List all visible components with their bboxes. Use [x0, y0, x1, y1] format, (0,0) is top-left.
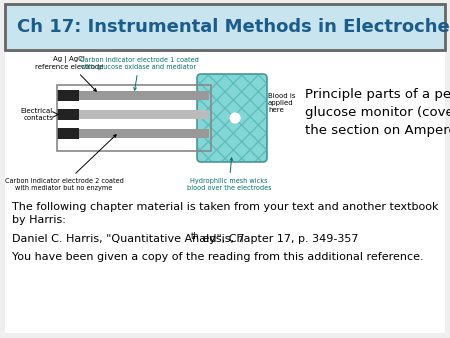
- Text: The following chapter material is taken from your text and another textbook: The following chapter material is taken …: [12, 202, 438, 212]
- Text: Blood is
applied
here: Blood is applied here: [268, 93, 296, 113]
- Bar: [5, 4, 445, 50]
- Bar: [79, 110, 209, 119]
- Text: Hydrophilic mesh wicks
blood over the electrodes: Hydrophilic mesh wicks blood over the el…: [187, 158, 271, 191]
- Bar: [79, 129, 209, 138]
- Text: Electrical
contacts: Electrical contacts: [21, 108, 53, 121]
- Text: th: th: [191, 232, 199, 241]
- Bar: [57, 90, 79, 101]
- Bar: [57, 109, 79, 120]
- Text: Daniel C. Harris, "Quantitative Analysis, 7: Daniel C. Harris, "Quantitative Analysis…: [12, 234, 245, 244]
- Text: Carbon indicator electrode 2 coated
with mediator but no enzyme: Carbon indicator electrode 2 coated with…: [4, 135, 123, 191]
- FancyBboxPatch shape: [197, 74, 267, 162]
- Bar: [5, 52, 445, 333]
- Text: Ch 17: Instrumental Methods in Electrochemistry: Ch 17: Instrumental Methods in Electroch…: [17, 18, 450, 36]
- Text: by Harris:: by Harris:: [12, 215, 66, 225]
- Text: Ag | AgCl
reference electrode: Ag | AgCl reference electrode: [35, 56, 103, 91]
- Bar: [57, 128, 79, 139]
- Text: ed", Chapter 17, p. 349-357: ed", Chapter 17, p. 349-357: [199, 234, 358, 244]
- Bar: [57, 85, 211, 151]
- Circle shape: [230, 113, 240, 123]
- Text: You have been given a copy of the reading from this additional reference.: You have been given a copy of the readin…: [12, 252, 423, 262]
- Bar: [79, 91, 209, 100]
- Text: Principle parts of a personal
glucose monitor (covered in
the section on Amperom: Principle parts of a personal glucose mo…: [305, 88, 450, 137]
- Text: Carbon indicator electrode 1 coated
with glucose oxidase and mediator: Carbon indicator electrode 1 coated with…: [80, 57, 198, 90]
